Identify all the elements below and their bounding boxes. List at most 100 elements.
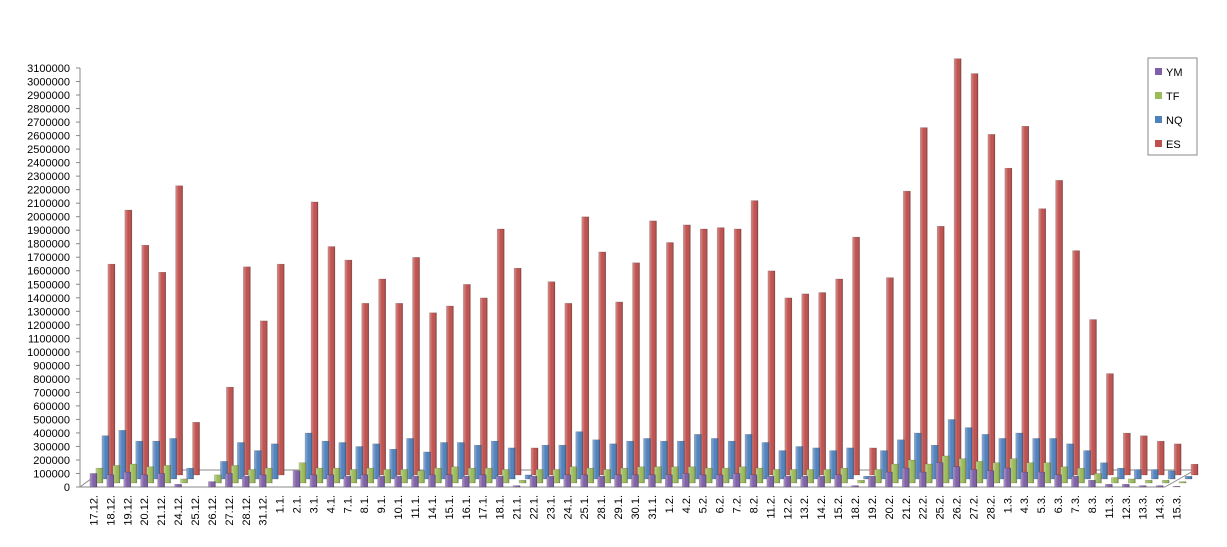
bar-shade — [146, 466, 154, 483]
bar-shade — [783, 476, 791, 487]
bar-group — [258, 474, 267, 488]
x-tick-label: 15.1. — [444, 495, 456, 519]
bar-shade — [558, 445, 566, 479]
bar-group — [118, 430, 127, 480]
x-tick-label: 8.3. — [1087, 495, 1099, 513]
bar-group — [580, 474, 588, 488]
bar-shade — [931, 445, 939, 479]
bar-group — [140, 474, 148, 488]
bar-shade — [440, 442, 448, 479]
bar-shade — [360, 474, 368, 487]
bar-shade — [942, 455, 950, 483]
bar-group — [750, 200, 759, 476]
bar-shade — [1123, 433, 1131, 475]
bar-group — [192, 422, 200, 476]
bar-group — [614, 474, 622, 488]
bar-group — [309, 474, 318, 488]
bar-shade — [1032, 438, 1040, 479]
bar-group — [355, 446, 364, 480]
bar-shade — [305, 433, 313, 479]
bar-shade — [242, 476, 250, 487]
bar-group — [1020, 471, 1028, 488]
bar-shade — [1004, 168, 1012, 475]
bar-shade — [412, 257, 420, 475]
bar-group — [715, 474, 724, 488]
bar-group — [970, 73, 979, 476]
bar-shade — [784, 297, 792, 475]
bar-group — [457, 442, 465, 480]
legend-swatch — [1155, 92, 1162, 99]
bar-shade — [563, 474, 571, 487]
bar-group — [767, 270, 776, 476]
bar-shade — [631, 474, 639, 487]
bar-group — [468, 467, 476, 484]
bar-shade — [1020, 472, 1028, 487]
bar-shade — [1054, 474, 1062, 487]
bar-shade — [192, 422, 200, 475]
bar-shade — [1128, 478, 1136, 483]
bar-shade — [682, 473, 690, 487]
x-tick-label: 7.2. — [732, 495, 744, 513]
bar-group — [1083, 450, 1091, 480]
bar-group — [135, 440, 144, 480]
bar-group — [1015, 432, 1024, 480]
bar-group — [292, 470, 301, 488]
bar-group — [1066, 443, 1074, 480]
bar-group — [112, 465, 121, 484]
bar-shade — [343, 476, 351, 487]
bar-group — [1088, 479, 1096, 488]
bar-shade — [597, 476, 605, 487]
bar-shade — [525, 474, 533, 479]
bar-shade — [1168, 470, 1176, 479]
x-tick-label: 26.2. — [952, 495, 964, 519]
x-tick-label: 7.3. — [1070, 495, 1082, 513]
bar-shade — [880, 450, 888, 479]
bar-shade — [937, 226, 945, 475]
bar-shade — [806, 469, 814, 483]
bar-shade — [954, 58, 962, 476]
x-tick-label: 6.2. — [715, 495, 727, 513]
bar-shade — [694, 434, 702, 479]
bar-shade — [671, 466, 679, 483]
bar-shade — [1077, 468, 1085, 483]
bar-group — [902, 467, 910, 488]
x-tick-label: 6.3. — [1053, 495, 1065, 513]
bar-shade — [326, 474, 334, 487]
bar-group — [609, 443, 617, 480]
bar-group — [327, 246, 336, 476]
bar-shade — [321, 441, 329, 479]
bar-shade — [1145, 480, 1153, 483]
bar-shade — [152, 441, 160, 479]
bar-group — [716, 227, 725, 476]
y-tick-label: 1600000 — [27, 266, 70, 278]
bar-shade — [874, 469, 882, 483]
bar-group — [643, 438, 651, 480]
bar-shade — [992, 462, 1000, 483]
bar-shade — [293, 470, 301, 487]
bar-group — [237, 442, 245, 480]
bar-shade — [1140, 435, 1148, 475]
bar-shade — [186, 468, 194, 479]
bar-group — [180, 478, 188, 484]
bar-group — [1122, 484, 1130, 488]
bar-shade — [1122, 484, 1130, 487]
bar-shade — [529, 476, 537, 487]
bar-group — [513, 267, 522, 476]
bar-shade — [564, 303, 572, 475]
bar-shade — [1043, 462, 1051, 483]
x-tick-label: 22.1. — [528, 495, 540, 519]
x-tick-label: 12.2. — [782, 495, 794, 519]
x-tick-label: 20.12. — [139, 495, 151, 526]
bar-shade — [338, 442, 346, 479]
bar-shade — [491, 441, 499, 479]
bar-group — [321, 440, 330, 480]
bar-group — [869, 447, 877, 476]
bar-shade — [1094, 473, 1102, 483]
legend-swatch — [1155, 68, 1162, 75]
bar-shade — [214, 474, 222, 483]
bar-shade — [434, 468, 442, 483]
bar-shade — [817, 476, 825, 487]
bar-shade — [592, 439, 600, 479]
bar-shade — [1049, 438, 1057, 479]
bar-group — [518, 480, 527, 484]
